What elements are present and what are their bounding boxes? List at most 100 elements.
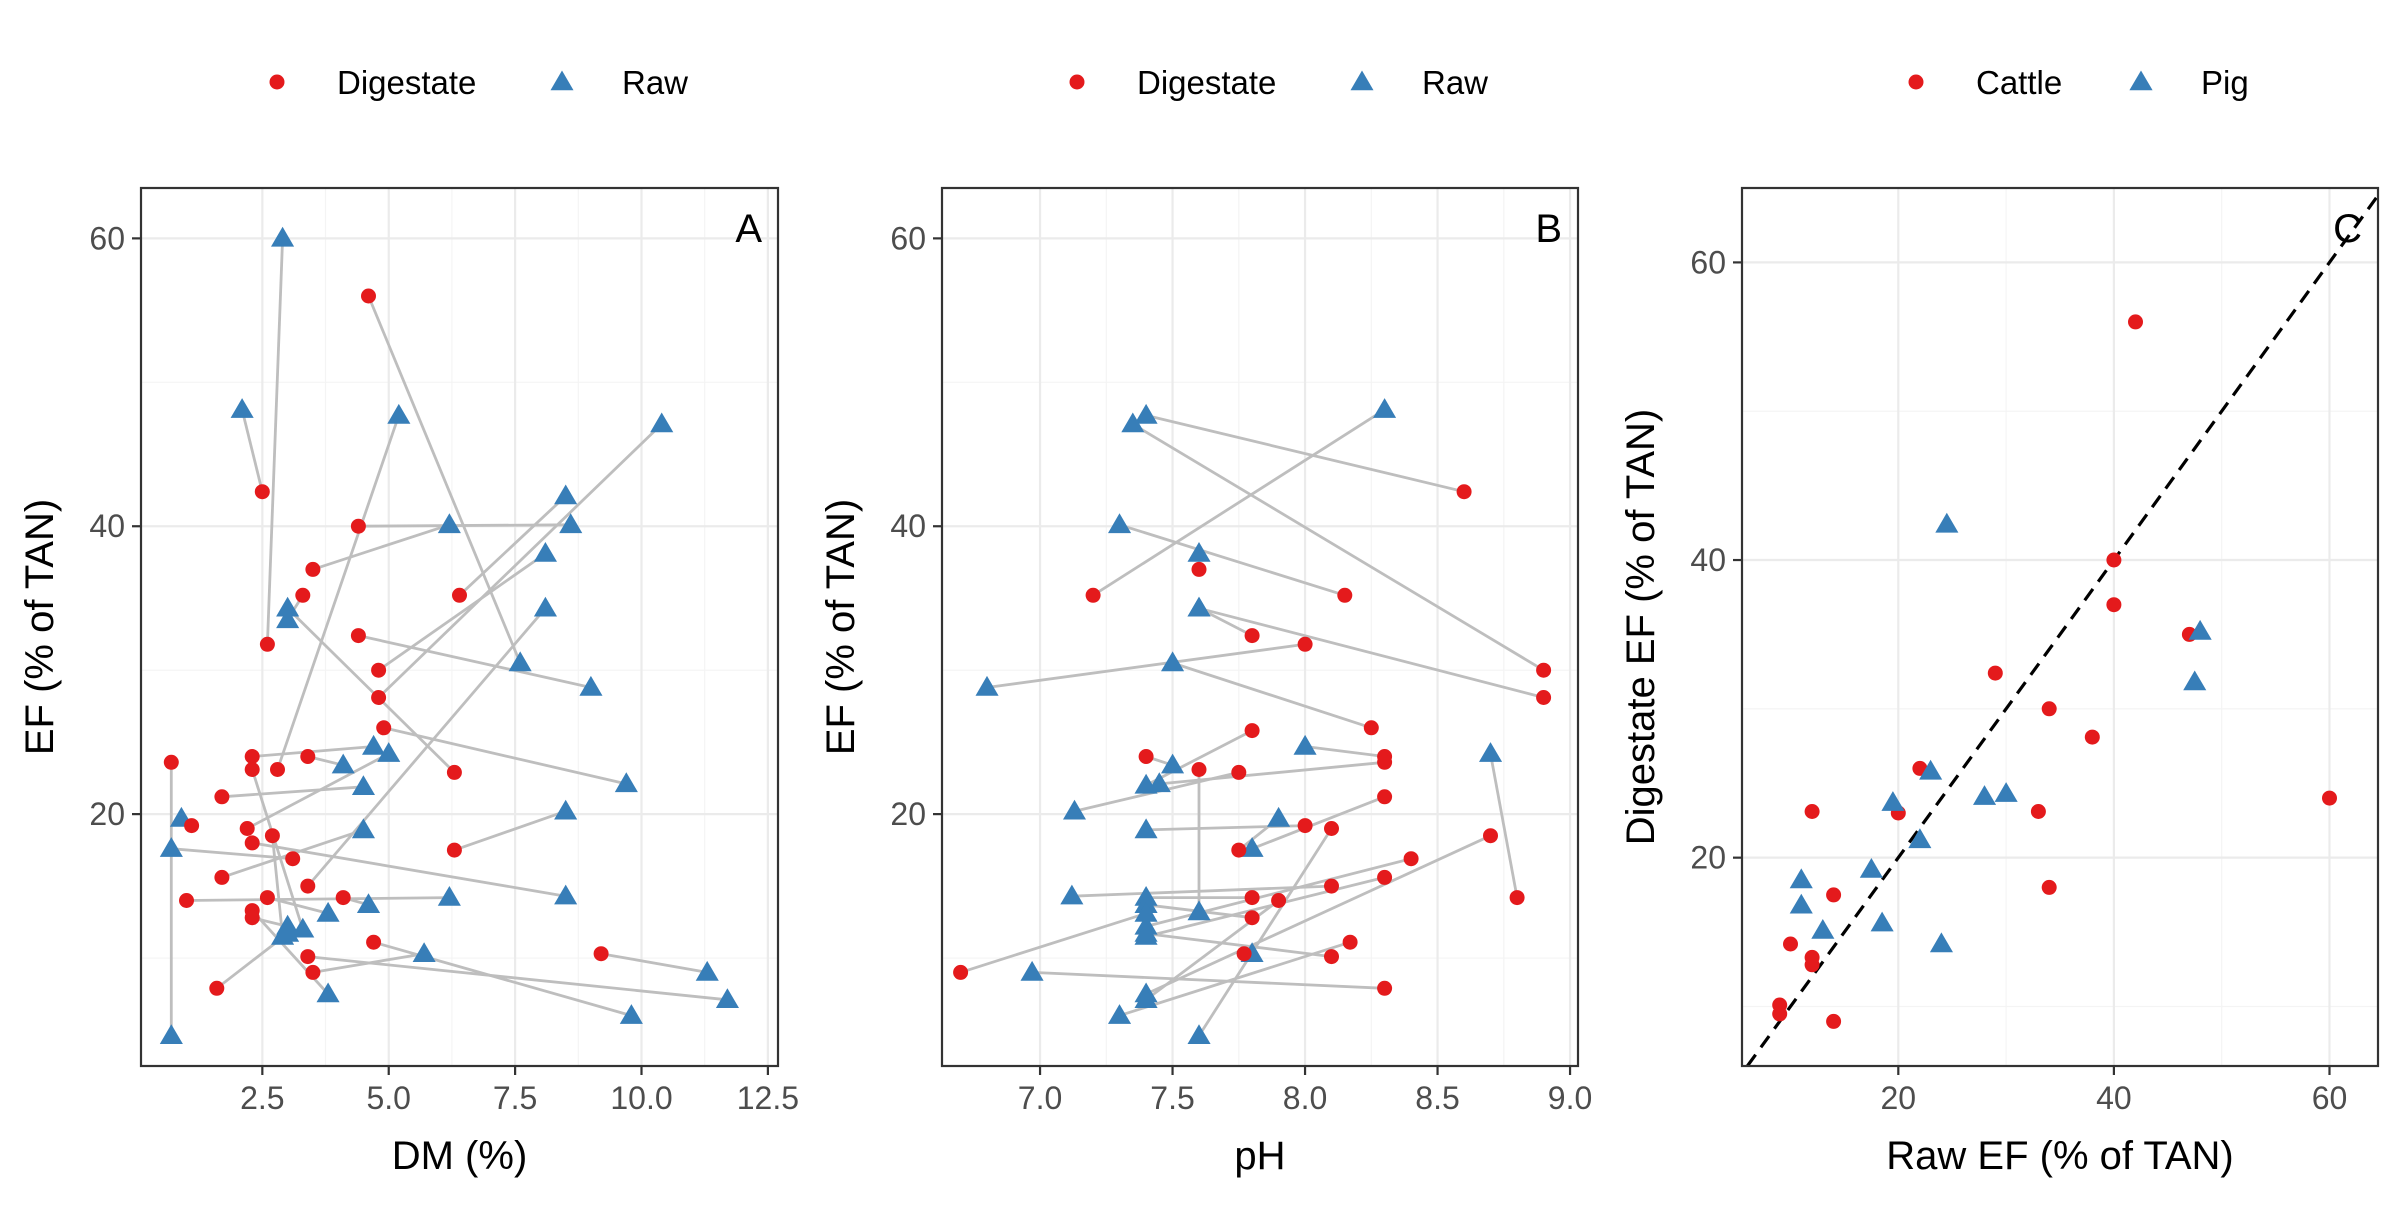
digestate-point-12 xyxy=(244,749,260,764)
pair-line-26 xyxy=(306,607,547,888)
digestate-point-12 xyxy=(1244,723,1260,739)
data-layer xyxy=(1746,194,2378,1066)
pair-line-29 xyxy=(186,896,450,902)
digestate-point-25 xyxy=(214,869,230,885)
raw-point-14 xyxy=(159,1024,183,1044)
digestate-point-36 xyxy=(209,980,225,996)
grid xyxy=(942,188,1578,1066)
cattle-point-12 xyxy=(1804,804,1820,819)
digestate-point-10 xyxy=(371,690,387,705)
legend-key-circle xyxy=(1908,74,1924,90)
pair-line-4 xyxy=(312,523,450,571)
cattle-point-10 xyxy=(2322,790,2337,806)
x-tick-label: 8.0 xyxy=(1283,1080,1327,1116)
x-tick-label: 10.0 xyxy=(610,1080,672,1116)
raw-point-10 xyxy=(1293,734,1317,755)
y-axis-title: Digestate EF (% of TAN) xyxy=(1619,409,1663,845)
legend-key-circle xyxy=(1069,74,1085,90)
pair-line-34 xyxy=(600,952,708,974)
raw-point-31 xyxy=(1134,901,1158,922)
digestate-point-6 xyxy=(1536,690,1552,705)
digestate-point-11 xyxy=(1377,754,1393,770)
identity-line xyxy=(1746,194,2378,1066)
raw-point-33 xyxy=(715,988,739,1008)
cattle-point-17 xyxy=(1804,957,1820,973)
digestate-point-29 xyxy=(179,893,194,908)
pair-line-8 xyxy=(266,238,284,645)
digestate-point-21 xyxy=(1403,851,1419,867)
digestate-point-29 xyxy=(1324,949,1339,965)
pair-line-12 xyxy=(1145,729,1253,787)
pair-line-23 xyxy=(171,847,293,861)
raw-point-23 xyxy=(159,837,183,857)
pair-line-7 xyxy=(358,634,592,689)
panel-b: 7.0 7.5 8.0 8.5 9.0 20 40 60 pH EF (% of TAN) B Dig… xyxy=(819,64,1592,1178)
raw-point-2 xyxy=(1373,398,1397,418)
pair-line-20 xyxy=(1145,834,1492,996)
digestate-point-11 xyxy=(376,720,392,736)
digestate-point-25 xyxy=(1271,893,1287,908)
raw-point-5 xyxy=(554,484,578,505)
pair-line-21 xyxy=(271,835,284,937)
pig-point-9 xyxy=(1859,858,1883,878)
digestate-point-13 xyxy=(300,749,316,764)
grid xyxy=(1742,188,2378,1066)
legend-label: Digestate xyxy=(337,64,476,101)
raw-point-6 xyxy=(276,608,300,629)
digestate-point-4 xyxy=(305,561,321,577)
x-tick-label: 5.0 xyxy=(366,1080,410,1116)
pig-point-8 xyxy=(1908,828,1932,849)
pair-line-10 xyxy=(1304,745,1385,758)
legend-key-triangle xyxy=(550,70,574,91)
pair-line-33 xyxy=(307,955,728,1002)
pair-line-31 xyxy=(960,912,1147,974)
y-tick-label: 40 xyxy=(89,508,125,544)
pig-point-6 xyxy=(1994,782,2018,802)
data-layer xyxy=(953,398,1552,1044)
digestate-point-16 xyxy=(1231,764,1247,780)
raw-point-26 xyxy=(1479,742,1503,762)
x-tick-label: 2.5 xyxy=(240,1080,284,1116)
digestate-point-20 xyxy=(1483,828,1498,844)
raw-point-4 xyxy=(437,513,461,534)
digestate-point-26 xyxy=(1509,890,1525,906)
pair-line-22 xyxy=(1145,876,1385,938)
raw-point-7 xyxy=(975,675,999,696)
pair-line-5 xyxy=(1132,422,1545,672)
x-tick-label: 60 xyxy=(2312,1080,2348,1116)
raw-point-10 xyxy=(650,412,674,433)
digestate-point-15 xyxy=(1191,762,1207,777)
pair-line-14 xyxy=(1251,795,1386,851)
pair-line-21 xyxy=(1145,857,1412,928)
pair-line-22 xyxy=(251,841,566,898)
pig-point-13 xyxy=(1870,911,1894,932)
cattle-point-9 xyxy=(2030,804,2046,819)
raw-point-13 xyxy=(331,753,355,774)
digestate-point-9 xyxy=(371,662,387,678)
digestate-point-4 xyxy=(1191,561,1207,577)
digestate-point-17 xyxy=(446,764,462,780)
raw-point-15 xyxy=(1187,900,1211,921)
digestate-point-24 xyxy=(1244,890,1260,906)
raw-point-32 xyxy=(1020,960,1044,981)
pair-line-18 xyxy=(1197,827,1333,1037)
panel-tag: A xyxy=(735,207,762,251)
panel-c: 20 40 60 20 40 60 Raw EF (% of TAN) Digestate E… xyxy=(1619,64,2380,1178)
raw-point-14 xyxy=(1240,837,1264,857)
pair-line-32 xyxy=(1032,971,1385,990)
pair-line-5 xyxy=(458,494,567,597)
raw-point-25 xyxy=(1134,988,1158,1008)
y-tick-label: 20 xyxy=(890,796,926,832)
panel-tag: B xyxy=(1535,207,1562,251)
y-tick-label: 20 xyxy=(89,796,125,832)
x-tick-label: 7.5 xyxy=(1150,1080,1194,1116)
raw-point-26 xyxy=(533,596,557,617)
pair-line-32 xyxy=(373,940,632,1017)
pig-point-1 xyxy=(1935,512,1959,533)
raw-point-11 xyxy=(614,772,638,793)
pair-line-2 xyxy=(1092,408,1386,597)
pair-line-11 xyxy=(1159,760,1385,786)
digestate-point-9 xyxy=(1363,720,1379,736)
